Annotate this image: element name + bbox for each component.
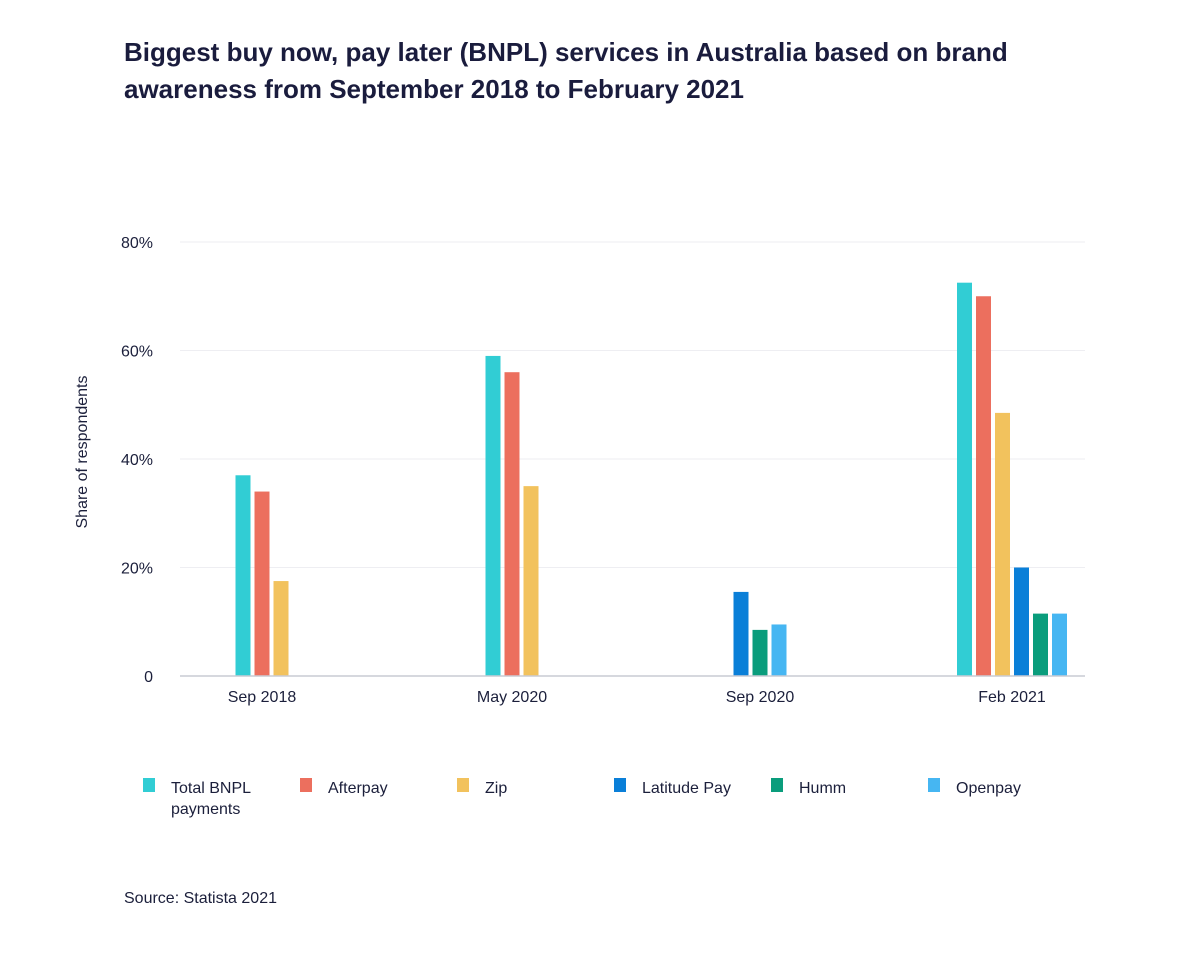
bar bbox=[995, 412, 1010, 676]
y-tick-label: 0 bbox=[144, 669, 153, 686]
legend-swatch bbox=[143, 778, 155, 792]
y-axis-title: Share of respondents bbox=[74, 376, 91, 529]
bar bbox=[273, 581, 289, 676]
x-axis: Sep 2018 May 2020 Sep 2020 Feb 2021 bbox=[180, 675, 1085, 706]
bar bbox=[752, 629, 768, 676]
legend-label: Zip bbox=[485, 780, 507, 797]
legend: Total BNPL payments Afterpay Zip Latitude Pa… bbox=[143, 778, 1021, 818]
bar bbox=[957, 282, 972, 676]
bar bbox=[254, 491, 270, 676]
chart-title: Biggest buy now, pay later (BNPL) servic… bbox=[124, 37, 1008, 104]
y-axis: 0 20% 40% 60% 80% Share of respondents bbox=[74, 235, 153, 686]
legend-label: Latitude Pay bbox=[642, 780, 731, 797]
bars bbox=[235, 282, 1067, 676]
y-tick-label: 20% bbox=[121, 561, 153, 578]
legend-label: Humm bbox=[799, 780, 846, 797]
bar bbox=[733, 591, 749, 676]
bar bbox=[1033, 613, 1048, 676]
x-tick-label: Sep 2018 bbox=[228, 689, 297, 706]
legend-swatch bbox=[771, 778, 783, 792]
legend-label: Openpay bbox=[956, 780, 1021, 797]
legend-label: Afterpay bbox=[328, 780, 388, 797]
source-note: Source: Statista 2021 bbox=[124, 890, 277, 907]
x-tick-label: Feb 2021 bbox=[978, 689, 1046, 706]
gridlines bbox=[180, 241, 1085, 568]
legend-swatch bbox=[300, 778, 312, 792]
y-tick-label: 40% bbox=[121, 452, 153, 469]
bar bbox=[504, 372, 520, 676]
bar bbox=[1052, 613, 1067, 676]
bar bbox=[485, 355, 501, 676]
y-tick-label: 80% bbox=[121, 235, 153, 252]
x-tick-label: Sep 2020 bbox=[726, 689, 795, 706]
bar bbox=[1014, 567, 1029, 676]
legend-label: Total BNPL payments bbox=[171, 780, 251, 818]
bar bbox=[976, 296, 991, 676]
bar bbox=[523, 486, 539, 676]
x-tick-label: May 2020 bbox=[477, 689, 547, 706]
legend-swatch bbox=[457, 778, 469, 792]
legend-swatch bbox=[928, 778, 940, 792]
bar bbox=[771, 624, 787, 676]
y-tick-label: 60% bbox=[121, 344, 153, 361]
bar bbox=[235, 475, 251, 676]
legend-swatch bbox=[614, 778, 626, 792]
